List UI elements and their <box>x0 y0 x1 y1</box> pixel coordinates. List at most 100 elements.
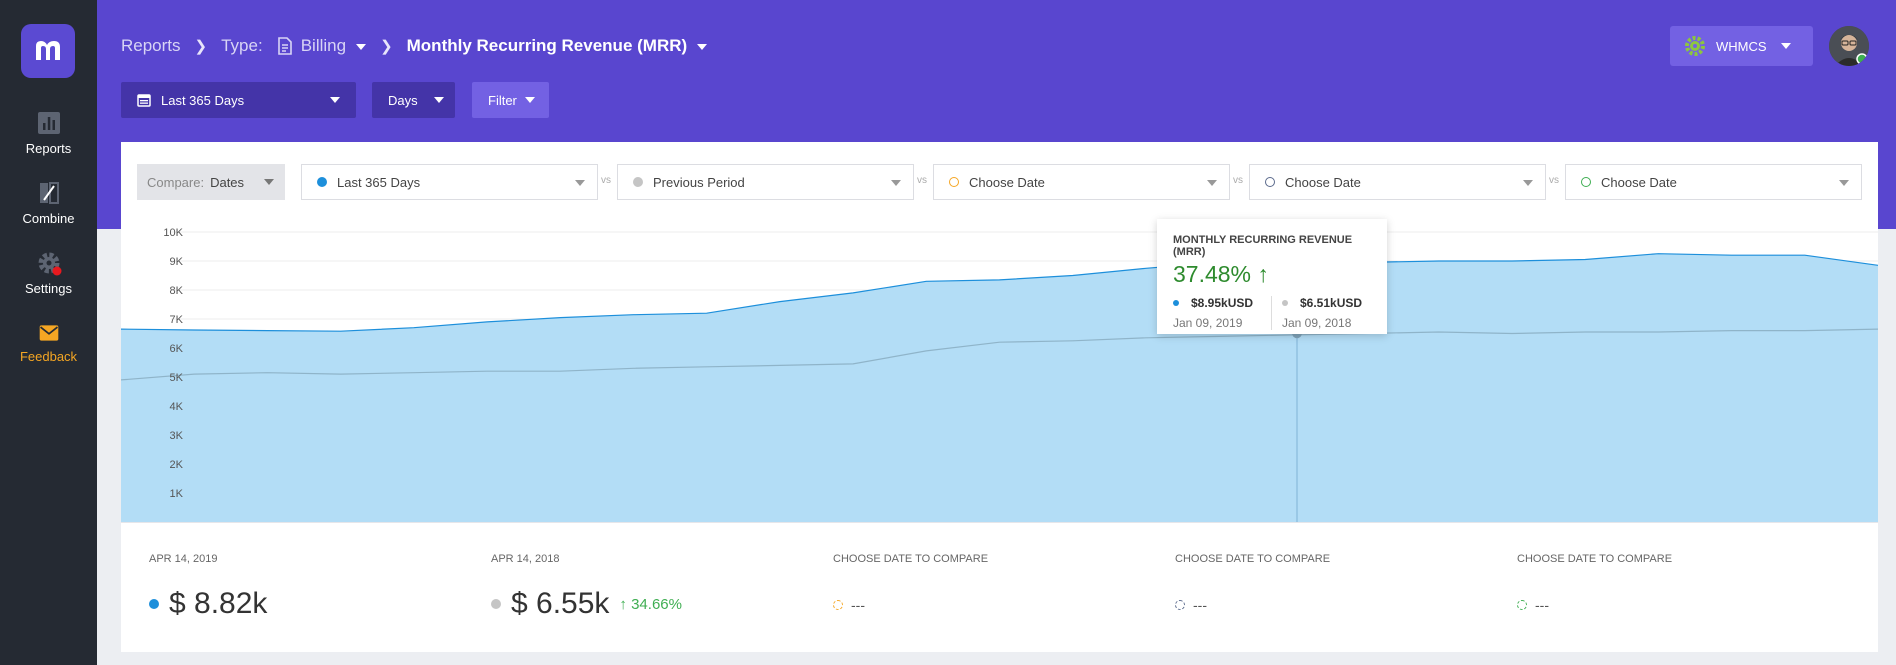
compare-label: Compare: <box>147 174 205 190</box>
series-dot-icon <box>1265 177 1275 187</box>
compare-bar: Compare: Dates <box>137 164 285 200</box>
bar-chart-icon <box>37 112 60 134</box>
chart-tooltip: MONTHLY RECURRING REVENUE (MRR) 37.48% ↑… <box>1157 219 1387 334</box>
breadcrumb-reports[interactable]: Reports <box>121 36 181 55</box>
current-period-area <box>121 253 1878 522</box>
whmcs-logo-icon <box>1685 36 1705 56</box>
filter-button[interactable]: Filter <box>472 82 549 118</box>
arrow-up-icon: ↑ <box>619 595 632 613</box>
sidebar-item-label: Reports <box>25 141 72 156</box>
compare-selector-label: Last 365 Days <box>337 174 421 190</box>
calendar-icon <box>137 94 151 107</box>
series-dot-icon <box>149 599 159 609</box>
chevron-down-icon <box>1780 43 1791 49</box>
y-tick-label: 6K <box>170 343 184 355</box>
series-dot-icon <box>491 599 501 609</box>
tooltip-previous-date: Jan 09, 2018 <box>1282 316 1352 330</box>
tooltip-title: MONTHLY RECURRING REVENUE (MRR) <box>1173 234 1353 258</box>
chevron-right-icon: ❯ <box>380 38 393 55</box>
y-tick-label: 3K <box>170 430 184 442</box>
summary-stat-3: CHOOSE DATE TO COMPARE --- <box>833 553 988 623</box>
series-dot-icon <box>1517 600 1527 610</box>
breadcrumb-type-label: Type: <box>221 36 263 55</box>
y-tick-label: 9K <box>170 256 184 268</box>
chevron-down-icon <box>697 43 708 50</box>
series-dot-icon <box>1581 177 1591 187</box>
summary-stat-5: CHOOSE DATE TO COMPARE --- <box>1517 553 1672 623</box>
account-switcher-button[interactable]: WHMCS <box>1670 26 1813 66</box>
tooltip-current-date: Jan 09, 2019 <box>1173 316 1243 330</box>
chevron-down-icon <box>1523 180 1533 186</box>
account-label: WHMCS <box>1716 38 1767 54</box>
summary-stat-value: --- <box>1535 597 1549 613</box>
summary-stat-label: APR 14, 2018 <box>491 553 560 565</box>
y-tick-label: 10K <box>163 227 183 239</box>
compare-selector-4[interactable]: Choose Date <box>1249 164 1546 200</box>
summary-stat-label: APR 14, 2019 <box>149 553 218 565</box>
report-title-dropdown[interactable]: Monthly Recurring Revenue (MRR) <box>407 36 708 56</box>
compare-selector-2[interactable]: Previous Period <box>617 164 914 200</box>
y-tick-label: 2K <box>170 459 184 471</box>
sidebar-item-feedback[interactable]: Feedback <box>0 322 97 364</box>
sidebar-item-combine[interactable]: Combine <box>0 180 97 226</box>
compare-selector-5[interactable]: Choose Date <box>1565 164 1862 200</box>
combine-icon <box>39 182 59 204</box>
summary-stat-value: --- <box>1193 597 1207 613</box>
tooltip-current: $8.95kUSD Jan 09, 2019 <box>1173 296 1271 330</box>
compare-selector-label: Choose Date <box>1285 174 1361 190</box>
user-avatar[interactable] <box>1829 26 1869 66</box>
previous-period-line <box>121 328 1878 381</box>
y-tick-label: 1K <box>170 488 184 500</box>
mail-icon <box>39 325 58 341</box>
compare-selector-label: Previous Period <box>653 174 745 190</box>
compare-selector-label: Choose Date <box>969 174 1045 190</box>
y-tick-label: 7K <box>170 314 184 326</box>
summary-change-badge: ↑ 34.66% <box>619 596 682 613</box>
compare-selector-1[interactable]: Last 365 Days <box>301 164 598 200</box>
chevron-down-icon <box>1207 180 1217 186</box>
series-dot-icon <box>1173 300 1179 306</box>
sidebar-item-label: Feedback <box>19 349 78 364</box>
date-range-button[interactable]: Last 365 Days <box>121 82 356 118</box>
chevron-down-icon <box>356 43 367 50</box>
chevron-down-icon <box>264 179 275 185</box>
granularity-button[interactable]: Days <box>372 82 455 118</box>
breadcrumb-type-dropdown[interactable]: Billing <box>300 36 367 56</box>
tooltip-previous-value: $6.51kUSD <box>1300 296 1363 310</box>
y-tick-label: 8K <box>170 285 184 297</box>
vs-label: vs <box>917 175 927 186</box>
compare-mode-dropdown[interactable]: Compare: Dates <box>137 164 285 200</box>
summary-stat-2: APR 14, 2018 $ 6.55k ↑ 34.66% <box>491 553 682 621</box>
vs-label: vs <box>601 175 611 186</box>
chevron-down-icon <box>330 97 340 103</box>
sidebar-item-label: Combine <box>22 211 75 226</box>
summary-stat-change: 34.66% <box>631 595 682 613</box>
sidebar-item-settings[interactable]: Settings <box>0 250 97 296</box>
tooltip-values: $8.95kUSD Jan 09, 2019 $6.51kUSD Jan 09,… <box>1173 296 1371 330</box>
gear-icon <box>38 252 61 276</box>
tooltip-previous: $6.51kUSD Jan 09, 2018 <box>1271 296 1369 330</box>
compare-selector-3[interactable]: Choose Date <box>933 164 1230 200</box>
mrr-area-chart[interactable]: 10K 9K 8K 7K 6K 5K 4K 3K 2K 1K <box>121 220 1878 522</box>
tooltip-change-value: 37.48% <box>1173 261 1252 287</box>
chevron-down-icon <box>524 97 535 103</box>
app-logo[interactable] <box>21 24 75 78</box>
tooltip-change: 37.48% ↑ <box>1173 261 1371 288</box>
compare-selector-label: Choose Date <box>1601 174 1677 190</box>
avatar-image <box>1829 26 1869 66</box>
arrow-up-icon: ↑ <box>1257 261 1269 287</box>
filter-label: Filter <box>488 92 517 108</box>
breadcrumb-type-value: Billing <box>300 36 347 55</box>
chevron-down-icon <box>433 97 444 103</box>
chevron-down-icon <box>1839 180 1849 186</box>
page-title: Monthly Recurring Revenue (MRR) <box>406 36 688 55</box>
summary-stat-label: CHOOSE DATE TO COMPARE <box>833 553 989 565</box>
series-dot-icon <box>633 177 643 187</box>
vs-label: vs <box>1549 175 1559 186</box>
summary-stat-label: CHOOSE DATE TO COMPARE <box>1517 553 1673 565</box>
series-dot-icon <box>949 177 959 187</box>
compare-mode-value: Dates <box>210 174 245 190</box>
logo-icon <box>36 41 60 60</box>
sidebar-item-reports[interactable]: Reports <box>0 110 97 156</box>
summary-stat-label: CHOOSE DATE TO COMPARE <box>1175 553 1331 565</box>
